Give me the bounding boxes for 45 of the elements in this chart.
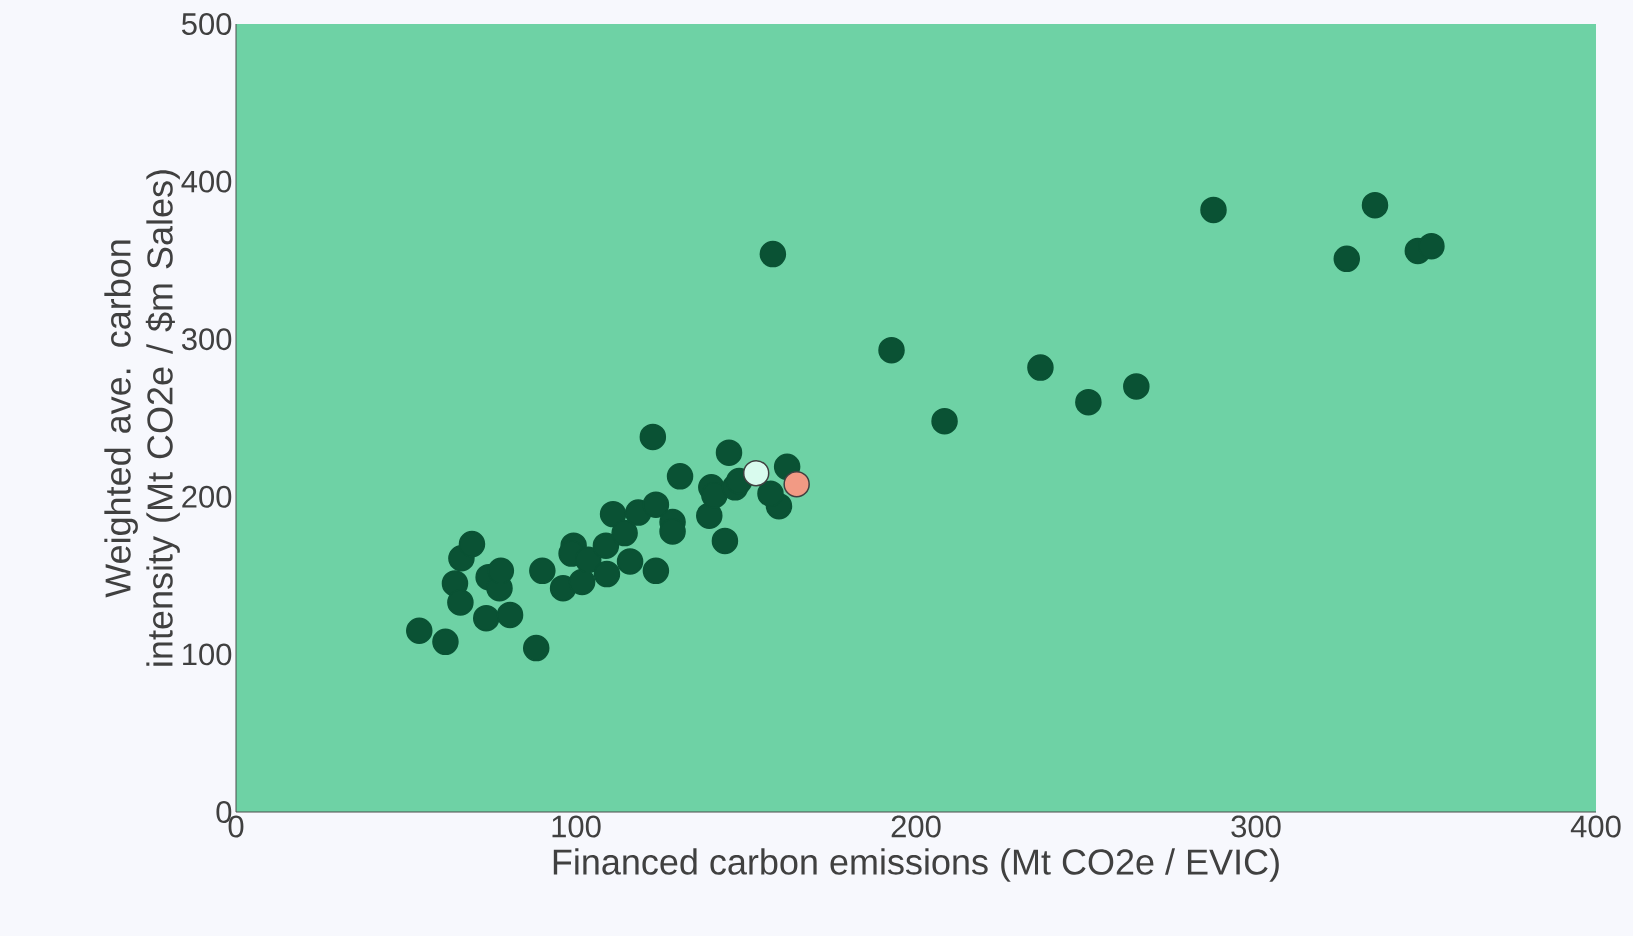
point <box>599 500 627 528</box>
point <box>715 439 743 466</box>
y-tick-label: 100 <box>183 643 232 666</box>
x-tick-label: 200 <box>891 815 941 838</box>
point <box>642 491 670 518</box>
x-tick-label: 400 <box>1570 815 1621 838</box>
point <box>447 589 474 616</box>
point <box>742 459 770 487</box>
point <box>406 617 433 644</box>
point <box>696 502 723 529</box>
y-tick-label: 500 <box>181 13 232 35</box>
point <box>458 530 486 558</box>
point <box>1333 245 1361 273</box>
point <box>759 240 787 268</box>
point <box>592 532 620 559</box>
point <box>1418 232 1445 260</box>
point <box>1361 191 1389 219</box>
point <box>1200 196 1227 224</box>
point <box>593 560 621 588</box>
point <box>522 634 550 662</box>
point <box>1075 388 1102 416</box>
point <box>711 527 739 555</box>
point <box>568 568 596 596</box>
point <box>1027 354 1054 381</box>
point <box>757 480 784 507</box>
point <box>473 604 500 632</box>
y-tick-label: 200 <box>182 485 232 508</box>
point <box>666 463 694 490</box>
y-tick-label: 400 <box>181 170 232 193</box>
y-tick-label: 300 <box>181 328 232 351</box>
point <box>642 557 670 585</box>
x-tick-label: 100 <box>552 815 601 838</box>
point <box>432 628 459 656</box>
point <box>529 557 556 585</box>
y-axis-title: Weighted ave. carbon intensity (Mt CO2e / $m Sales) <box>104 170 180 666</box>
point <box>783 470 810 498</box>
point <box>639 423 667 451</box>
x-tick-label: 300 <box>1231 815 1281 838</box>
point <box>931 407 958 435</box>
x-axis-title: Financed carbon emissions (Mt CO2e / EVIC) <box>553 848 1279 882</box>
point <box>616 548 644 575</box>
point <box>496 601 524 629</box>
point <box>878 336 905 364</box>
point <box>611 519 638 547</box>
point <box>1123 373 1150 400</box>
